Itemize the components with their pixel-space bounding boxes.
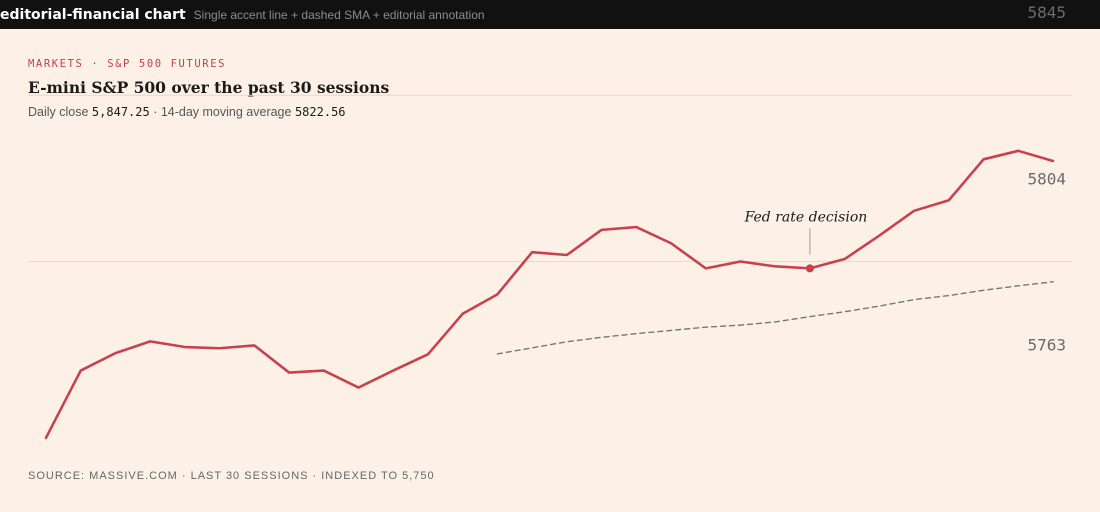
close-value: 5,847.25 [91,105,150,119]
chart-source: SOURCE: MASSIVE.COM · LAST 30 SESSIONS ·… [28,470,435,482]
subline-separator: · [149,105,161,119]
annotation-marker [805,264,814,273]
annotation-label: Fed rate decision [744,209,868,225]
y-tick-label: 5804 [1027,169,1066,188]
window-title: editorial-financial chart [0,6,186,23]
title-bar: editorial-financial chart Single accent … [0,0,1100,29]
close-label: Daily close [28,105,89,119]
sma-value: 5822.56 [294,105,346,119]
chart-kicker: MARKETS · S&P 500 FUTURES [28,58,227,70]
y-tick-label: 5763 [1027,336,1066,355]
sma-label: 14-day moving average [160,105,292,119]
close-series-line [44,149,1055,440]
sma-series-line [496,281,1054,355]
y-tick-label: 5845 [1027,3,1066,22]
chart-subline: Daily close 5,847.25 · 14-day moving ave… [28,105,346,119]
chart-headline: E-mini S&P 500 over the past 30 sessions [28,78,390,97]
window-subtitle: Single accent line + dashed SMA + editor… [193,7,485,22]
